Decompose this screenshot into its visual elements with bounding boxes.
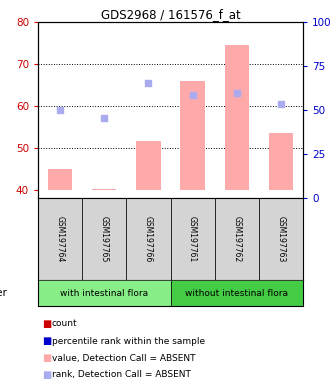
Bar: [38, 198, 82, 280]
Bar: [82, 198, 126, 280]
Bar: [38, 280, 170, 306]
Text: ■: ■: [42, 370, 51, 380]
Text: GSM197762: GSM197762: [232, 216, 241, 262]
Point: [58, 107, 63, 113]
Text: ■: ■: [42, 319, 51, 329]
Bar: [259, 198, 303, 280]
Bar: [92, 189, 117, 190]
Text: with intestinal flora: with intestinal flora: [60, 288, 148, 298]
Text: count: count: [52, 319, 78, 328]
Bar: [225, 45, 249, 190]
Point: [146, 80, 151, 86]
Text: GSM197765: GSM197765: [100, 216, 109, 262]
Text: other: other: [0, 288, 7, 298]
Text: percentile rank within the sample: percentile rank within the sample: [52, 336, 205, 346]
Bar: [269, 133, 293, 190]
Point: [102, 115, 107, 121]
Text: value, Detection Call = ABSENT: value, Detection Call = ABSENT: [52, 354, 196, 362]
Bar: [215, 198, 259, 280]
Text: GSM197766: GSM197766: [144, 216, 153, 262]
Bar: [170, 198, 215, 280]
Text: rank, Detection Call = ABSENT: rank, Detection Call = ABSENT: [52, 371, 191, 379]
Text: without intestinal flora: without intestinal flora: [185, 288, 288, 298]
Point: [278, 101, 284, 107]
Bar: [170, 280, 303, 306]
Bar: [48, 169, 72, 190]
Text: GSM197764: GSM197764: [56, 216, 65, 262]
Bar: [180, 81, 205, 190]
Text: GSM197761: GSM197761: [188, 216, 197, 262]
Text: ■: ■: [42, 336, 51, 346]
Bar: [126, 198, 170, 280]
Point: [190, 92, 195, 98]
Title: GDS2968 / 161576_f_at: GDS2968 / 161576_f_at: [101, 8, 240, 21]
Text: ■: ■: [42, 353, 51, 363]
Point: [234, 90, 239, 96]
Text: GSM197763: GSM197763: [276, 216, 285, 262]
Bar: [136, 141, 161, 190]
